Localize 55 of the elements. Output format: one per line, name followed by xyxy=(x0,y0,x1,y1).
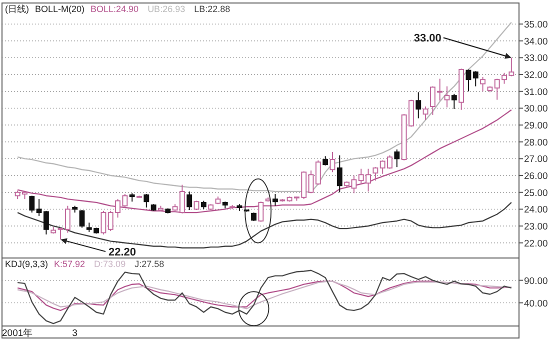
y-tick-label: 29.00 xyxy=(524,120,548,132)
y-tick-label: 22.00 xyxy=(524,238,548,250)
annotation: 22.20 xyxy=(108,246,136,258)
text: UB:26.93 xyxy=(148,4,186,14)
line-series xyxy=(16,202,512,248)
y-tick-label: 30.00 xyxy=(524,104,548,115)
candlestick xyxy=(416,92,422,119)
annotation: 33.00 xyxy=(414,32,442,45)
y-tick-label: 32.00 xyxy=(524,70,548,82)
candlestick xyxy=(394,148,400,168)
y-tick-label: 31.00 xyxy=(524,86,548,98)
candlestick xyxy=(79,210,85,228)
candlestick xyxy=(422,106,428,120)
y-tick-label: 40.00 xyxy=(524,298,548,310)
line-series xyxy=(16,109,512,214)
candlestick xyxy=(480,76,486,92)
y-tick-label: 26.00 xyxy=(524,171,548,182)
candlestick xyxy=(186,191,192,211)
y-tick-label: 25.00 xyxy=(524,188,548,199)
x-tick-label: 3 xyxy=(72,328,78,339)
candlestick xyxy=(466,68,472,92)
candlestick xyxy=(315,160,321,186)
candlestick xyxy=(330,151,336,173)
y-tick-label: 23.00 xyxy=(524,222,548,233)
chart-subtitle: BOLL-M(20) xyxy=(35,4,85,14)
candlestick xyxy=(472,70,478,87)
candlestick xyxy=(336,154,342,193)
candlestick xyxy=(258,201,264,222)
candlestick xyxy=(308,170,314,194)
candlestick xyxy=(144,194,150,208)
y-tick-label: 24.00 xyxy=(524,204,548,216)
y-tick-label: 33.00 xyxy=(524,53,548,64)
text: K:57.92 xyxy=(54,259,86,269)
candlestick xyxy=(451,93,457,110)
candlestick xyxy=(444,86,450,108)
text: BOLL:24.90 xyxy=(90,4,139,14)
chart-title: KDJ(9,3,3) xyxy=(5,259,48,269)
candlestick xyxy=(64,205,70,234)
y-tick-label: 90.00 xyxy=(524,276,548,287)
series-label: J:27.58 xyxy=(134,259,164,269)
text: D:73.09 xyxy=(94,259,126,269)
line-series xyxy=(16,22,512,193)
chart-title: (日线) xyxy=(5,4,29,14)
x-tick-label: 2001年 xyxy=(2,327,34,339)
y-tick-label: 28.00 xyxy=(524,137,548,148)
candlestick xyxy=(58,227,64,240)
candlestick xyxy=(100,210,106,235)
candlestick xyxy=(322,156,328,166)
y-tick-label: 27.00 xyxy=(524,154,548,166)
candlestick xyxy=(29,195,35,214)
text: LB:22.88 xyxy=(194,4,230,14)
candlestick xyxy=(372,166,378,182)
y-tick-label: 35.00 xyxy=(524,20,548,31)
candlestick xyxy=(272,194,278,206)
y-tick-label: 34.00 xyxy=(524,36,548,48)
